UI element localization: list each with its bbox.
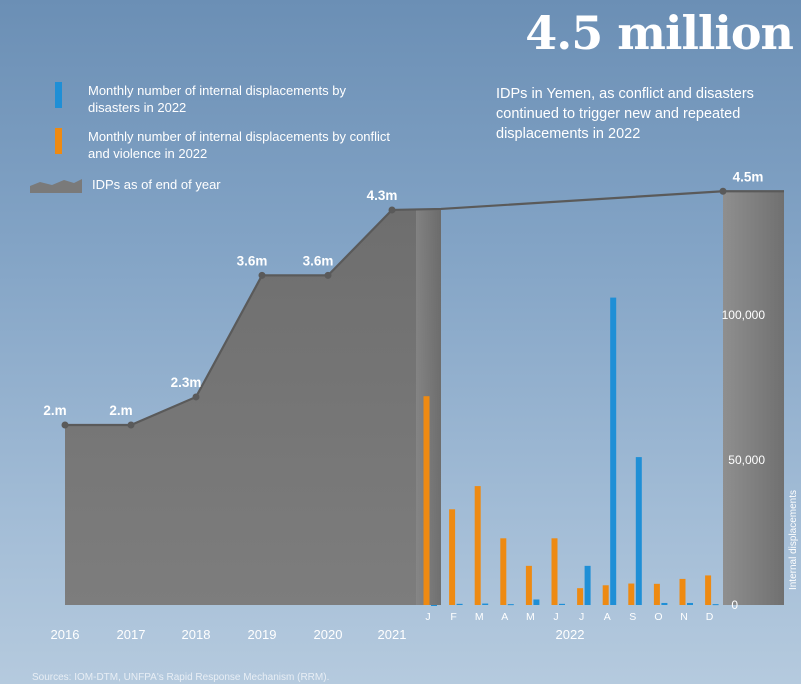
legend-label-disasters: Monthly number of internal displacements… bbox=[88, 83, 346, 115]
year-tick-label: 2016 bbox=[51, 627, 80, 642]
bar-conflict bbox=[551, 538, 558, 605]
month-tick-label: A bbox=[501, 611, 508, 623]
year-tick-label: 2019 bbox=[248, 627, 277, 642]
idp-value-label: 2.3m bbox=[171, 375, 202, 390]
year-tick-label: 2018 bbox=[182, 627, 211, 642]
year-tick-label: 2021 bbox=[378, 627, 407, 642]
bar-disasters bbox=[712, 604, 719, 606]
bar-conflict bbox=[705, 575, 712, 605]
bar-conflict bbox=[602, 585, 609, 605]
month-tick-label: F bbox=[450, 611, 456, 623]
month-tick-label: N bbox=[680, 611, 688, 623]
month-tick-label: J bbox=[553, 611, 558, 623]
legend-label-conflict: Monthly number of internal displacements… bbox=[88, 129, 391, 161]
month-tick-label: S bbox=[629, 611, 636, 623]
y-tick-label: 100,000 bbox=[722, 308, 766, 322]
idp-point bbox=[324, 271, 332, 279]
y-axis-label: Internal displacements bbox=[788, 490, 799, 590]
bar-conflict bbox=[577, 588, 584, 605]
bar-disasters bbox=[533, 599, 540, 605]
month-tick-label: M bbox=[475, 611, 484, 623]
legend-item-disasters: Monthly number of internal displacements… bbox=[30, 82, 398, 116]
bar-disasters bbox=[431, 605, 437, 606]
legend-item-conflict: Monthly number of internal displacements… bbox=[30, 128, 398, 162]
y-tick-label: 0 bbox=[731, 598, 738, 612]
bar-disasters bbox=[635, 457, 642, 605]
idp-area bbox=[65, 208, 441, 605]
bar-disasters bbox=[661, 602, 668, 605]
month-tick-label: M bbox=[526, 611, 535, 623]
subheadline: IDPs in Yemen, as conflict and disasters… bbox=[496, 86, 754, 142]
bar-disasters bbox=[610, 297, 617, 605]
bar-conflict bbox=[423, 396, 430, 605]
bar-conflict bbox=[525, 565, 532, 605]
idp-point bbox=[127, 421, 135, 429]
year-tick-label: 2017 bbox=[117, 627, 146, 642]
headline: 4.5 million bbox=[525, 6, 794, 60]
bar-conflict bbox=[679, 578, 686, 605]
idp-value-label: 4.5m bbox=[733, 169, 764, 184]
bar-disasters bbox=[687, 602, 693, 605]
bar-conflict bbox=[500, 538, 507, 605]
bar-disasters bbox=[507, 604, 514, 606]
idp-point bbox=[388, 206, 396, 214]
month-tick-label: J bbox=[579, 611, 584, 623]
month-tick-label: A bbox=[604, 611, 611, 623]
idp-value-label: 3.6m bbox=[237, 253, 268, 268]
idp-point bbox=[192, 393, 200, 401]
idp-point bbox=[258, 271, 266, 279]
y-tick-label: 50,000 bbox=[728, 453, 765, 467]
x-axis-label-2022: 2022 bbox=[556, 627, 585, 642]
idp-value-label: 3.6m bbox=[303, 253, 334, 268]
idp-value-label: 2.m bbox=[109, 403, 132, 418]
bar-disasters bbox=[584, 565, 591, 605]
bar-conflict bbox=[474, 486, 481, 605]
bar-conflict bbox=[653, 583, 660, 605]
month-tick-label: D bbox=[706, 611, 714, 623]
bar-conflict bbox=[449, 509, 456, 605]
bar-conflict bbox=[628, 583, 635, 605]
idp-value-label: 4.3m bbox=[367, 188, 398, 203]
bar-disasters bbox=[456, 603, 463, 605]
bar-disasters bbox=[482, 603, 489, 605]
idp-point bbox=[719, 187, 727, 195]
legend-swatch-conflict bbox=[55, 128, 62, 154]
idp-point bbox=[61, 421, 69, 429]
legend-item-idps: IDPs as of end of year bbox=[30, 177, 402, 193]
idp-value-label: 2.m bbox=[43, 403, 66, 418]
year-tick-label: 2020 bbox=[314, 627, 343, 642]
legend-swatch-disasters bbox=[55, 82, 62, 108]
month-tick-label: O bbox=[654, 611, 662, 623]
sources: Sources: IOM-DTM, UNFPA's Rapid Response… bbox=[32, 672, 330, 683]
idp-2022-column bbox=[723, 191, 784, 605]
legend-swatch-idps bbox=[30, 179, 82, 193]
month-tick-label: J bbox=[425, 611, 430, 623]
legend-label-idps: IDPs as of end of year bbox=[92, 177, 221, 192]
bar-disasters bbox=[559, 603, 565, 605]
